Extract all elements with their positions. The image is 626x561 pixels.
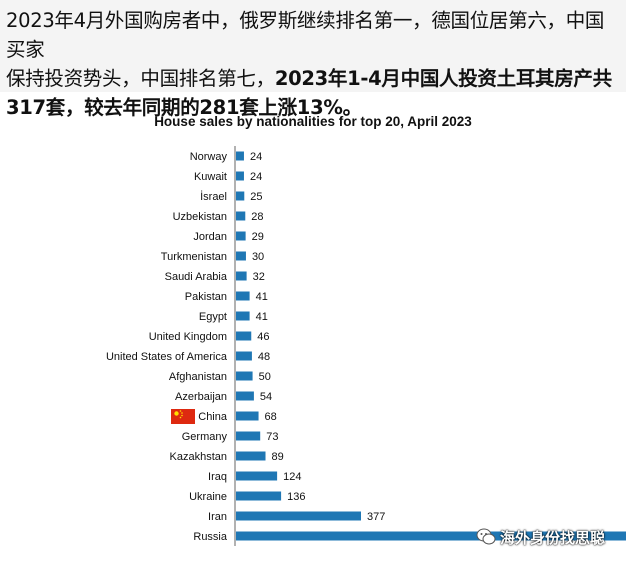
bar — [236, 331, 252, 341]
category-label: Turkmenistan — [161, 251, 227, 263]
bar — [236, 511, 361, 521]
category-label: Iraq — [208, 471, 227, 483]
value-label: 25 — [250, 191, 262, 203]
bar — [236, 431, 261, 441]
bar — [236, 491, 282, 501]
bar — [236, 411, 259, 421]
category-label: Norway — [190, 151, 228, 163]
china-flag-icon — [171, 409, 195, 424]
header-line-2-bold: 2023年1-4月中国人投资土耳其房产共 — [274, 67, 612, 90]
bar — [236, 191, 245, 201]
value-label: 32 — [253, 271, 265, 283]
bar — [236, 211, 246, 221]
category-label: Jordan — [193, 231, 227, 243]
watermark-text: 海外身份找思聪 — [500, 528, 606, 547]
value-label: 136 — [287, 491, 305, 503]
bar — [236, 231, 246, 241]
bar — [236, 251, 246, 261]
value-label: 377 — [367, 511, 385, 523]
value-label: 30 — [252, 251, 264, 263]
header-line-3: 317套，较去年同期的281套上涨13%。 — [6, 96, 362, 119]
value-label: 41 — [256, 291, 268, 303]
value-label: 29 — [252, 231, 264, 243]
category-label: Kazakhstan — [170, 451, 227, 463]
chart-title: House sales by nationalities for top 20,… — [154, 114, 472, 129]
wechat-icon — [476, 528, 496, 545]
category-label: Egypt — [199, 311, 227, 323]
value-label: 50 — [259, 371, 271, 383]
category-label: Uzbekistan — [173, 211, 227, 223]
value-label: 54 — [260, 391, 272, 403]
value-label: 48 — [258, 351, 270, 363]
value-label: 46 — [257, 331, 269, 343]
value-label: 24 — [250, 151, 262, 163]
header-line-2: 保持投资势头，中国排名第七，2023年1-4月中国人投资土耳其房产共 — [6, 64, 618, 93]
category-label: Germany — [182, 431, 228, 443]
bar — [236, 471, 278, 481]
header-text: 2023年4月外国购房者中，俄罗斯继续排名第一，德国位居第六，中国买家 保持投资… — [6, 6, 618, 122]
header-banner: 2023年4月外国购房者中，俄罗斯继续排名第一，德国位居第六，中国买家 保持投资… — [0, 0, 626, 119]
category-label: Iran — [208, 511, 227, 523]
category-label: Pakistan — [185, 291, 227, 303]
value-label: 24 — [250, 171, 262, 183]
category-label: İsrael — [200, 190, 227, 203]
bar — [236, 451, 266, 461]
bar — [236, 531, 626, 541]
value-label: 41 — [256, 311, 268, 323]
bar — [236, 311, 250, 321]
category-label: China — [198, 411, 228, 423]
value-label: 73 — [266, 431, 278, 443]
category-label: Russia — [193, 531, 228, 543]
bar — [236, 291, 250, 301]
category-label: Afghanistan — [169, 371, 227, 383]
value-label: 89 — [272, 451, 284, 463]
bar — [236, 151, 244, 161]
bar — [236, 171, 244, 181]
bar — [236, 271, 247, 281]
category-label: United States of America — [106, 351, 228, 363]
category-label: Ukraine — [189, 491, 227, 503]
header-line-1: 2023年4月外国购房者中，俄罗斯继续排名第一，德国位居第六，中国买家 — [6, 9, 605, 61]
value-label: 124 — [283, 471, 301, 483]
bar — [236, 391, 254, 401]
category-label: Kuwait — [194, 171, 227, 183]
category-label: Azerbaijan — [175, 391, 227, 403]
bar — [236, 351, 252, 361]
category-label: United Kingdom — [149, 331, 227, 343]
header-line-2-normal: 保持投资势头，中国排名第七， — [6, 67, 275, 90]
value-label: 68 — [265, 411, 277, 423]
bar — [236, 371, 253, 381]
watermark: 海外身份找思聪 — [476, 524, 626, 550]
category-label: Saudi Arabia — [165, 271, 228, 283]
value-label: 28 — [251, 211, 263, 223]
